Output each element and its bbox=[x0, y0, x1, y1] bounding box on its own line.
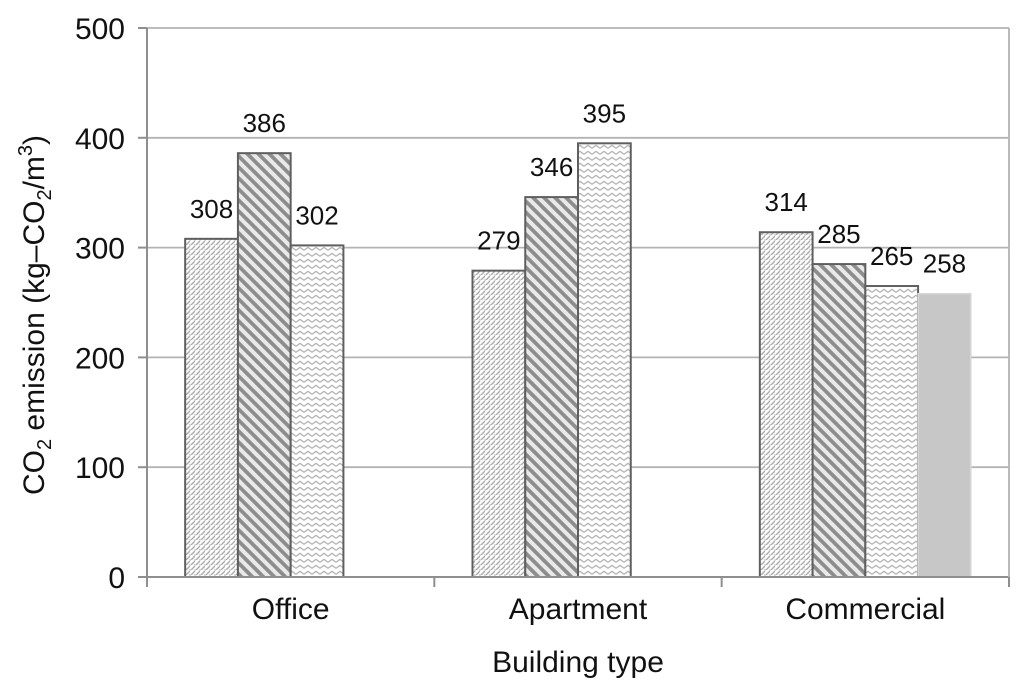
bar-value-label: 386 bbox=[243, 108, 286, 138]
bar-office-s1 bbox=[184, 237, 239, 578]
bar-value-label: 395 bbox=[583, 98, 626, 128]
x-axis-title: Building type bbox=[492, 646, 664, 679]
category-label-commercial: Commercial bbox=[785, 593, 945, 626]
bar-apartment-s3 bbox=[577, 142, 632, 578]
axes bbox=[138, 27, 1010, 587]
bar-commercial-s2 bbox=[811, 263, 867, 578]
y-tick-label: 100 bbox=[75, 452, 125, 485]
y-tick-label: 300 bbox=[75, 233, 125, 266]
category-label-office: Office bbox=[252, 593, 330, 626]
category-label-apartment: Apartment bbox=[509, 593, 648, 626]
bar-value-label: 346 bbox=[530, 152, 573, 182]
axis-labels: Building type CO2 emission (kg–CO2/m3) 0… bbox=[15, 13, 966, 679]
bars bbox=[184, 142, 972, 579]
y-tick-label: 400 bbox=[75, 123, 125, 156]
bar-value-label: 258 bbox=[923, 249, 966, 279]
bar-apartment-s1 bbox=[471, 269, 527, 578]
y-tick-label: 0 bbox=[108, 562, 125, 595]
bar-commercial-s1 bbox=[758, 231, 814, 578]
bar-value-label: 314 bbox=[765, 187, 808, 217]
bar-office-s3 bbox=[289, 244, 345, 579]
bar-value-label: 308 bbox=[190, 194, 233, 224]
bar-value-label: 302 bbox=[295, 200, 338, 230]
bar-value-label: 285 bbox=[817, 219, 860, 249]
y-tick-label: 200 bbox=[75, 342, 125, 375]
bar-value-label: 265 bbox=[870, 241, 913, 271]
bar-apartment-s2 bbox=[524, 196, 579, 578]
bar-office-s2 bbox=[236, 152, 292, 578]
bar-commercial-s4 bbox=[917, 292, 972, 578]
bar-commercial-s3 bbox=[864, 285, 920, 578]
y-axis-title: CO2 emission (kg–CO2/m3) bbox=[15, 135, 56, 495]
y-tick-label: 500 bbox=[75, 13, 125, 46]
bar-value-label: 279 bbox=[477, 226, 520, 256]
